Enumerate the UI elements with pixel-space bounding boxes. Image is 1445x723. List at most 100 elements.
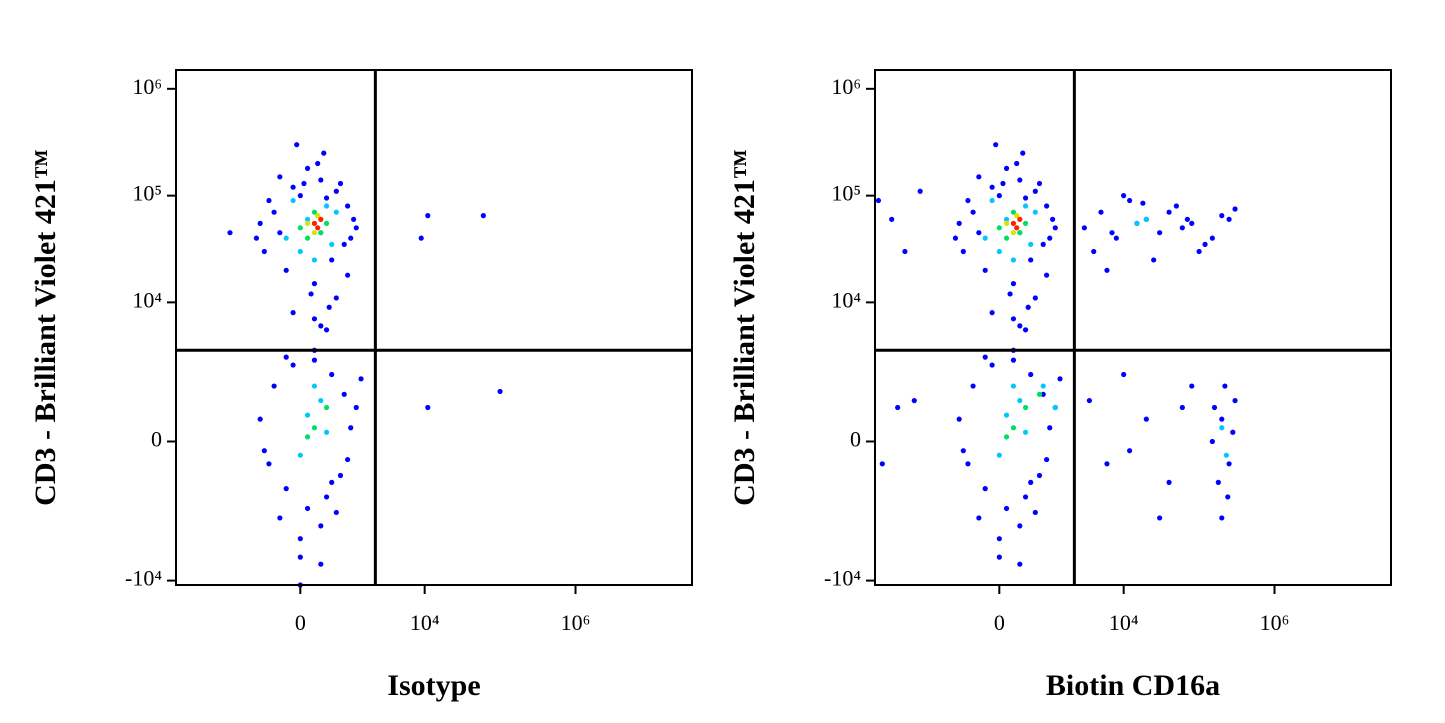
event-dot [1025, 304, 1031, 310]
x-tick-label: 10⁴ [1109, 610, 1139, 635]
event-dot [982, 235, 988, 241]
event-dot [341, 391, 347, 397]
event-dot [1215, 479, 1221, 485]
event-dot [283, 235, 289, 241]
event-dot [1225, 494, 1231, 500]
event-dot [1014, 213, 1020, 219]
event-dot [480, 213, 486, 219]
event-dot [976, 174, 982, 180]
event-dot [1022, 429, 1029, 435]
event-dot [1003, 235, 1010, 241]
event-dot [1022, 327, 1029, 333]
event-dot [1028, 257, 1034, 263]
event-dot [1127, 197, 1133, 204]
event-dot [318, 561, 324, 567]
event-dot [989, 310, 995, 316]
event-dot [1003, 505, 1010, 512]
event-dot [1196, 248, 1202, 255]
event-dot [297, 536, 303, 542]
event-dot [1010, 220, 1017, 226]
event-dot [1179, 225, 1185, 231]
event-dot [1036, 391, 1043, 397]
event-dot [1010, 209, 1017, 215]
event-dot [1226, 216, 1232, 222]
event-dot [1032, 209, 1038, 215]
event-dot [1209, 235, 1215, 241]
event-dot [1127, 448, 1133, 454]
event-dot [311, 383, 318, 389]
event-dot [257, 220, 263, 226]
event-dot [323, 203, 330, 209]
event-dot [1017, 323, 1023, 329]
event-dot [1047, 425, 1053, 431]
event-dot [1017, 230, 1023, 236]
event-dot [333, 295, 339, 301]
event-dot [1032, 509, 1038, 516]
event-dot [976, 515, 982, 521]
event-dot [1022, 494, 1029, 500]
event-dot [1219, 416, 1225, 422]
event-dot [1003, 165, 1010, 171]
event-dot [318, 523, 324, 529]
event-dot [425, 404, 431, 411]
event-dot [1232, 206, 1238, 212]
event-dot [1047, 235, 1053, 241]
event-dot [996, 225, 1002, 231]
event-dot [326, 304, 332, 310]
event-dot [333, 188, 339, 194]
event-dot [960, 248, 966, 255]
event-dot [1003, 220, 1010, 226]
event-dot [982, 267, 988, 273]
event-dot [1017, 397, 1023, 404]
event-dot [321, 150, 327, 156]
event-dot [283, 486, 289, 492]
event-dot [1003, 216, 1010, 222]
event-dot [1179, 404, 1185, 411]
event-dot [970, 383, 976, 389]
event-dot [271, 209, 277, 215]
event-dot [323, 429, 330, 435]
event-dot [297, 225, 303, 231]
event-dot [1010, 257, 1017, 263]
event-dot [965, 461, 971, 467]
event-dot [311, 281, 318, 287]
event-dot [337, 180, 344, 187]
event-dot [318, 397, 324, 404]
event-dot [1226, 461, 1232, 467]
event-dot [1057, 376, 1063, 382]
event-dot [290, 362, 296, 368]
x-tick-label: 10⁴ [410, 610, 440, 635]
event-dot [982, 486, 988, 492]
event-dot [1081, 225, 1087, 231]
event-dot [1121, 193, 1127, 199]
event-dot [294, 142, 300, 148]
y-tick-label: 10⁵ [132, 181, 162, 206]
event-dot [1036, 180, 1043, 187]
x-tick-label: 10⁶ [561, 610, 591, 635]
plot-frame [175, 69, 693, 586]
event-dot [297, 248, 303, 255]
event-dot [1017, 216, 1023, 222]
event-dot [1219, 425, 1225, 431]
event-dot [304, 235, 311, 241]
event-dot [889, 216, 895, 222]
event-dot [345, 272, 351, 278]
event-dot [1010, 383, 1017, 389]
event-dot [1036, 472, 1043, 479]
event-dot [318, 230, 324, 236]
event-dot [315, 225, 321, 231]
event-dot [283, 354, 289, 360]
event-dot [1189, 220, 1195, 226]
event-dot [902, 248, 908, 255]
event-dot [1113, 235, 1119, 241]
event-dot [1184, 216, 1190, 222]
event-dot [311, 209, 318, 215]
event-dot [348, 235, 354, 241]
event-dot [311, 357, 318, 363]
event-dot [960, 448, 966, 454]
event-dot [1086, 397, 1092, 404]
event-dot [1157, 230, 1163, 236]
event-dot [1014, 160, 1020, 167]
y-tick-label: 10⁴ [831, 287, 861, 312]
